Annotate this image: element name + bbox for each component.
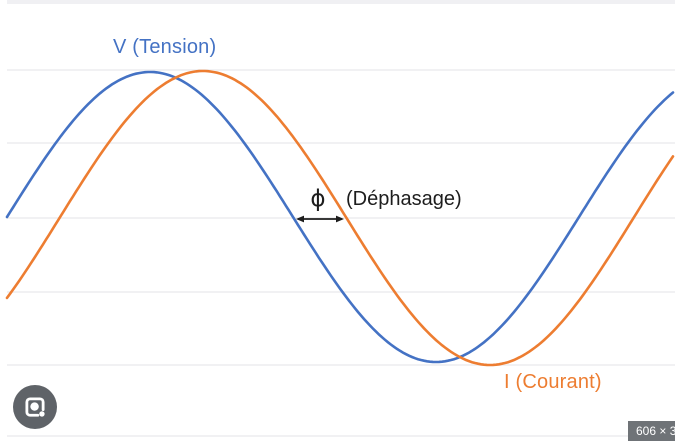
phase-symbol: ϕ <box>310 186 326 212</box>
image-dimensions-badge: 606 × 3 <box>628 421 675 441</box>
google-lens-button[interactable] <box>13 385 57 429</box>
voltage-curve-label: V (Tension) <box>113 36 217 58</box>
top-divider <box>7 0 675 4</box>
google-lens-icon <box>25 397 45 417</box>
phase-shift-label: (Déphasage) <box>346 188 462 210</box>
current-curve-label: I (Courant) <box>504 371 602 393</box>
